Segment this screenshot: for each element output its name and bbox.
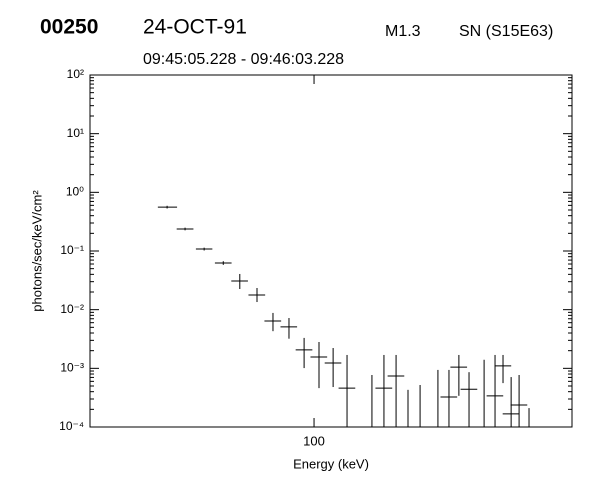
- x-axis-label: Energy (keV): [293, 456, 369, 471]
- y-tick-label: 10²: [67, 67, 84, 81]
- event-id: 00250: [40, 16, 98, 39]
- y-axis-label: photons/sec/keV/cm²: [29, 190, 44, 312]
- y-tick-label: 10⁻³: [60, 361, 84, 375]
- y-tick-label: 10⁰: [66, 185, 84, 199]
- y-tick-label: 10¹: [67, 126, 84, 140]
- x-tick-label: 100: [303, 433, 325, 448]
- flare-location: SN (S15E63): [459, 23, 553, 40]
- time-range: 09:45:05.228 - 09:46:03.228: [143, 51, 344, 68]
- y-tick-label: 10⁻²: [60, 302, 84, 316]
- flare-class: M1.3: [385, 23, 421, 40]
- event-date: 24-OCT-91: [143, 16, 247, 39]
- y-tick-label: 10⁻¹: [60, 243, 84, 257]
- y-tick-label: 10⁻⁴: [59, 419, 84, 433]
